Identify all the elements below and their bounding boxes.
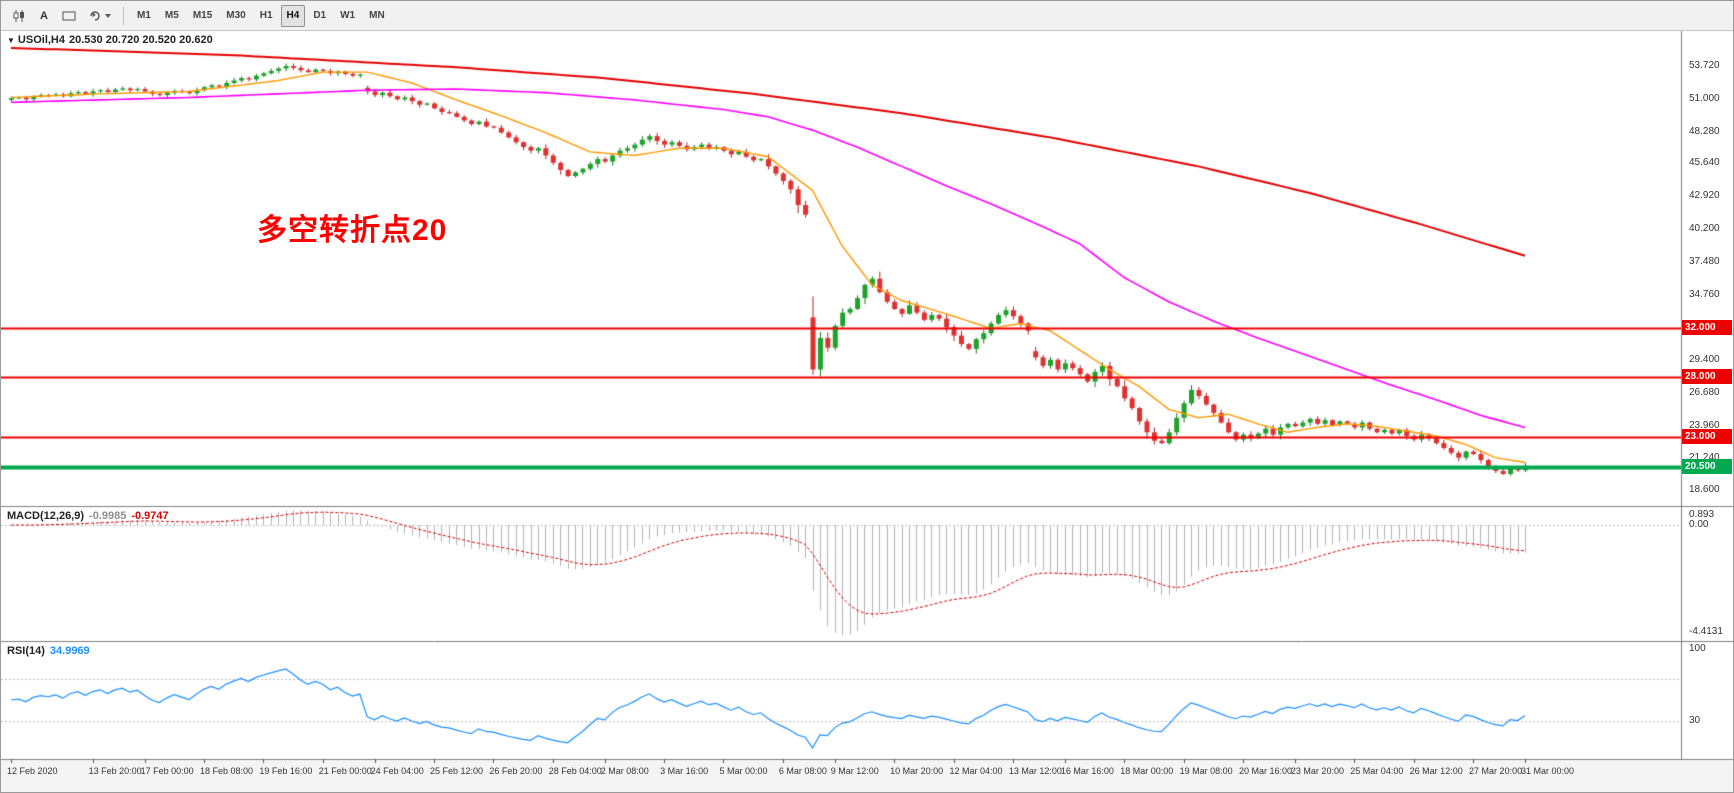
rectangle-tool-button[interactable] [57,5,81,27]
timeframe-button-w1[interactable]: W1 [334,5,361,27]
text-tool-button[interactable]: A [33,5,55,27]
rectangle-icon [62,11,76,20]
timeframe-button-m5[interactable]: M5 [159,5,185,27]
timeframe-button-m30[interactable]: M30 [220,5,251,27]
cycle-arrows-icon [90,10,100,21]
chart-window: ▼ USOil,H4 20.530 20.720 20.520 20.620 多空转… [1,31,1733,792]
toolbar: A M1 M5 M15 M30 H1 H4 D1 W1 MN [1,1,1733,31]
candlestick-chart-button[interactable] [7,5,31,27]
timeframe-toolbar: M1 M5 M15 M30 H1 H4 D1 W1 MN [131,4,391,27]
candlestick-icon [13,9,24,22]
timeframe-button-h4[interactable]: H4 [280,4,306,27]
timeframe-button-d1[interactable]: D1 [307,5,332,27]
dropdown-caret-icon [105,13,111,18]
chart-canvas[interactable] [1,31,1733,792]
cycle-symbols-button[interactable] [83,5,116,27]
toolbar-separator [123,6,124,25]
drawing-tools-group: A [7,5,116,27]
timeframe-button-mn[interactable]: MN [363,5,391,27]
timeframe-button-m15[interactable]: M15 [187,5,218,27]
timeframe-button-h1[interactable]: H1 [254,5,279,27]
timeframe-button-m1[interactable]: M1 [131,5,157,27]
